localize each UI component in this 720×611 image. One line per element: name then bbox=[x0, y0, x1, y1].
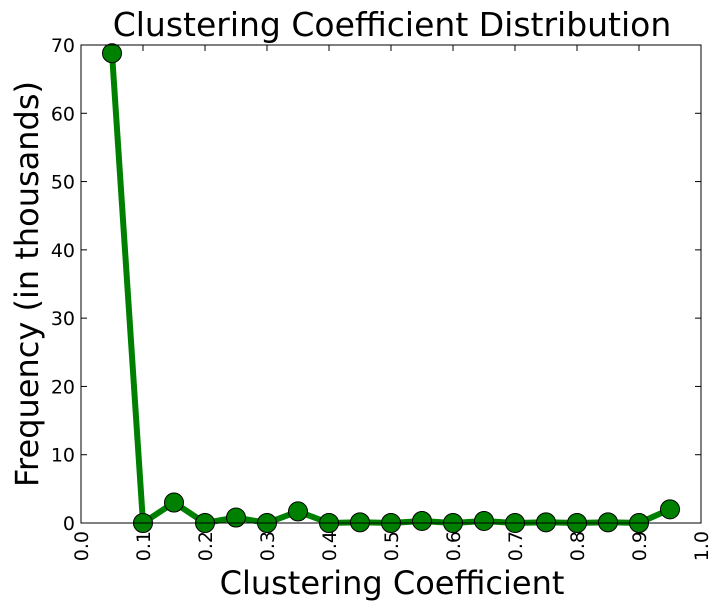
data-point bbox=[226, 507, 246, 528]
series-line bbox=[109, 53, 672, 526]
y-tick-label: 10 bbox=[51, 445, 75, 467]
x-tick-label: 0.7 bbox=[505, 531, 527, 561]
y-tick-label: 30 bbox=[51, 308, 75, 330]
data-point bbox=[660, 499, 680, 520]
x-tick-label: 0.0 bbox=[71, 531, 93, 561]
tick-layer: 0 10 20 30 40 50 60 70 0.0 0.1 0.2 0.3 0.4 0.5 0.6 0.7 0… bbox=[51, 35, 713, 561]
y-axis-label: Frequency (in thousands) bbox=[8, 81, 46, 487]
series-layer bbox=[102, 43, 680, 533]
data-point bbox=[536, 512, 556, 533]
x-tick-label: 0.9 bbox=[629, 531, 651, 561]
y-tick-label: 50 bbox=[51, 172, 75, 194]
x-tick-label: 0.3 bbox=[257, 531, 279, 561]
x-axis-label: Clustering Coefficient bbox=[220, 564, 565, 602]
y-tick-label: 40 bbox=[51, 240, 75, 262]
x-tick-label: 0.8 bbox=[567, 531, 589, 561]
plot-frame bbox=[80, 44, 702, 524]
data-point bbox=[102, 43, 122, 64]
x-tick-label: 0.2 bbox=[195, 531, 217, 561]
y-tick-label: 20 bbox=[51, 376, 75, 398]
x-tick-label: 0.4 bbox=[319, 531, 341, 561]
y-tick-label: 60 bbox=[51, 103, 75, 125]
x-tick-label: 1.0 bbox=[691, 531, 713, 561]
x-tick-label: 0.6 bbox=[443, 531, 465, 561]
data-point bbox=[412, 510, 432, 531]
data-point bbox=[164, 492, 184, 513]
x-tick-label: 0.1 bbox=[133, 531, 155, 561]
x-tick-label: 0.5 bbox=[381, 531, 403, 561]
data-point bbox=[288, 501, 308, 522]
data-point bbox=[598, 512, 618, 533]
y-tick-label: 70 bbox=[51, 35, 75, 57]
data-point bbox=[474, 510, 494, 531]
data-point bbox=[350, 512, 370, 533]
y-tick-label: 0 bbox=[63, 513, 75, 535]
chart-title: Clustering Coefficient Distribution bbox=[113, 5, 672, 44]
